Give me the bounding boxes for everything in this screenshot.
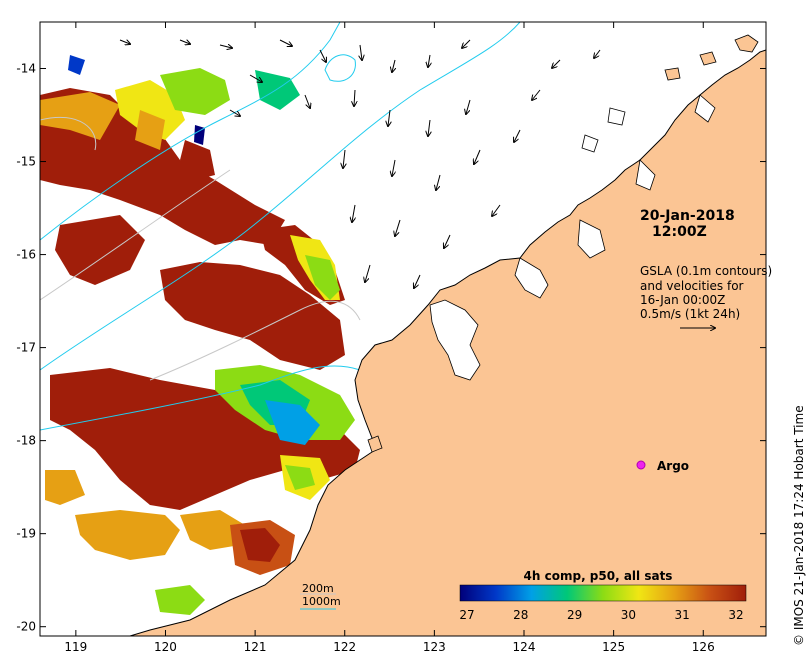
longitude-tick-label: 124 xyxy=(513,640,536,654)
longitude-tick-label: 122 xyxy=(333,640,356,654)
latitude-tick-label: -19 xyxy=(16,527,36,541)
velocity-arrows xyxy=(119,40,601,288)
colorbar-tick-label: 28 xyxy=(513,608,528,622)
depth-1000-label: 1000m xyxy=(302,595,341,608)
latitude-tick-label: -14 xyxy=(16,62,36,76)
latitude-tick-label: -17 xyxy=(16,341,36,355)
latitude-tick-label: -16 xyxy=(16,248,36,262)
sst-patches xyxy=(40,55,360,615)
gsla-line-3: 16-Jan 00:00Z xyxy=(640,293,725,307)
longitude-tick-label: 123 xyxy=(423,640,446,654)
longitude-tick-label: 121 xyxy=(244,640,267,654)
argo-label: Argo xyxy=(657,459,689,473)
argo-marker xyxy=(636,460,646,470)
colorbar-title: 4h comp, p50, all sats xyxy=(524,569,673,583)
depth-200-label: 200m xyxy=(302,582,334,595)
colorbar-tick-label: 31 xyxy=(675,608,690,622)
gsla-line-2: and velocities for xyxy=(640,279,744,293)
offshore-islands xyxy=(367,34,759,453)
colorbar-tick-label: 30 xyxy=(621,608,636,622)
colorbar-tick-label: 27 xyxy=(459,608,474,622)
plot-frame xyxy=(39,21,767,637)
time-label: 12:00Z xyxy=(652,224,707,240)
gsla-line-1: GSLA (0.1m contours) xyxy=(640,264,772,278)
date-label: 20-Jan-2018 xyxy=(640,208,735,224)
latitude-tick-label: -15 xyxy=(16,155,36,169)
colorbar-tick-label: 29 xyxy=(567,608,582,622)
longitude-tick-label: 119 xyxy=(64,640,87,654)
gsla-line-4: 0.5m/s (1kt 24h) xyxy=(640,307,740,321)
gsla-contours xyxy=(40,22,521,431)
colorbar xyxy=(459,584,747,602)
longitude-tick-label: 126 xyxy=(692,640,715,654)
longitude-axis: 119 120 121 122 123 124 125 126 xyxy=(64,22,715,654)
longitude-tick-label: 125 xyxy=(602,640,625,654)
latitude-tick-label: -20 xyxy=(16,620,36,634)
latitude-tick-label: -18 xyxy=(16,434,36,448)
credit-text: © IMOS 21-Jan-2018 17:24 Hobart Time xyxy=(792,405,806,646)
coastline-islands xyxy=(429,94,716,381)
colorbar-ticks: 27 28 29 30 31 32 xyxy=(459,608,743,622)
latitude-axis: -14 -15 -16 -17 -18 -19 -20 xyxy=(16,62,766,634)
longitude-tick-label: 120 xyxy=(154,640,177,654)
colorbar-tick-label: 32 xyxy=(728,608,743,622)
